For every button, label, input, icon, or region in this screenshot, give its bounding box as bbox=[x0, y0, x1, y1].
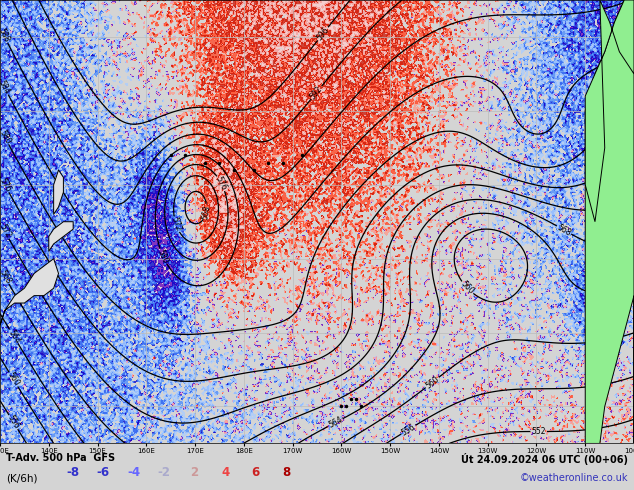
Text: 560: 560 bbox=[424, 374, 441, 391]
Text: 572: 572 bbox=[0, 223, 12, 240]
Text: 576: 576 bbox=[214, 175, 229, 192]
Text: 584: 584 bbox=[0, 79, 11, 96]
Text: 580: 580 bbox=[0, 128, 12, 146]
Text: 564: 564 bbox=[6, 328, 22, 345]
Text: -8: -8 bbox=[67, 466, 79, 479]
Text: 8: 8 bbox=[281, 466, 290, 479]
Text: 4: 4 bbox=[221, 466, 230, 479]
Polygon shape bbox=[585, 0, 634, 443]
Text: 6: 6 bbox=[251, 466, 260, 479]
Text: (K/6h): (K/6h) bbox=[6, 473, 38, 483]
Text: 596: 596 bbox=[314, 25, 331, 42]
Text: 592: 592 bbox=[308, 84, 325, 101]
Text: 560: 560 bbox=[6, 371, 21, 388]
Text: -6: -6 bbox=[97, 466, 110, 479]
Text: T-Adv. 500 hPa  GFS: T-Adv. 500 hPa GFS bbox=[6, 453, 115, 463]
Text: 556: 556 bbox=[6, 414, 21, 431]
Text: 2: 2 bbox=[191, 466, 198, 479]
Text: 568: 568 bbox=[200, 204, 212, 220]
Text: 552: 552 bbox=[531, 427, 546, 436]
Text: 572: 572 bbox=[169, 216, 183, 233]
Text: 568: 568 bbox=[0, 269, 12, 286]
Text: -4: -4 bbox=[127, 466, 140, 479]
Text: -2: -2 bbox=[158, 466, 171, 479]
Polygon shape bbox=[49, 221, 73, 251]
Text: Út 24.09.2024 06 UTC (00+06): Út 24.09.2024 06 UTC (00+06) bbox=[461, 453, 628, 465]
Polygon shape bbox=[54, 170, 63, 214]
Text: 580: 580 bbox=[156, 248, 170, 265]
Text: 560: 560 bbox=[459, 279, 476, 296]
Text: 564: 564 bbox=[327, 415, 344, 430]
Text: 588: 588 bbox=[0, 27, 11, 44]
Text: 556: 556 bbox=[400, 422, 417, 437]
Text: 576: 576 bbox=[0, 176, 12, 194]
Polygon shape bbox=[585, 0, 634, 221]
Polygon shape bbox=[0, 259, 58, 325]
Text: ©weatheronline.co.uk: ©weatheronline.co.uk bbox=[519, 473, 628, 483]
Text: 568: 568 bbox=[555, 222, 573, 238]
